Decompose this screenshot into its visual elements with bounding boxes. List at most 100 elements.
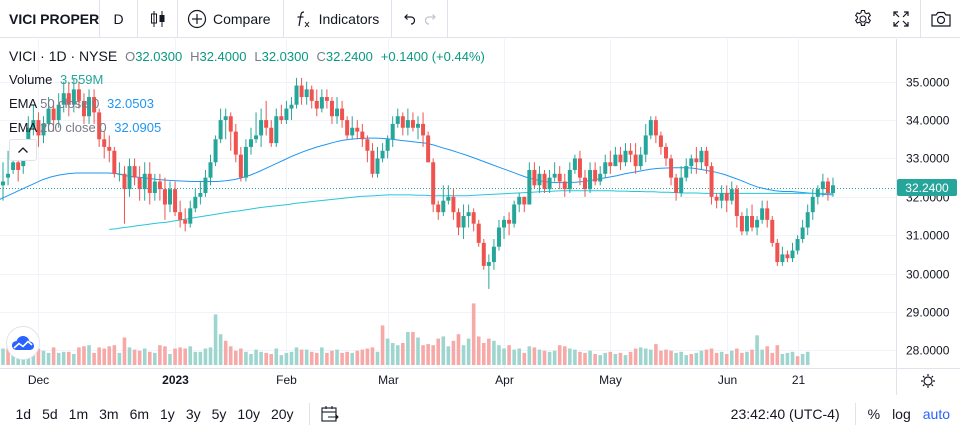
ema50-name: EMA xyxy=(9,96,37,111)
candle-body xyxy=(689,158,694,167)
indicators-button[interactable]: Indicators xyxy=(284,0,393,38)
open-label: O xyxy=(125,49,136,64)
volume-bar xyxy=(456,334,461,365)
interval-button[interactable]: D xyxy=(100,0,138,38)
volume-bar xyxy=(593,354,597,365)
log-scale-toggle[interactable]: log xyxy=(892,406,911,422)
bottom-right-group: 23:42:40 (UTC-4) % log auto xyxy=(716,395,960,433)
candle-body xyxy=(557,173,562,182)
range-5y-button[interactable]: 5y xyxy=(211,406,227,422)
candle-body xyxy=(542,173,547,190)
ema50-legend[interactable]: EMA 50 close 0 32.0503 xyxy=(9,96,154,111)
candle-body xyxy=(588,169,593,190)
range-20y-button[interactable]: 20y xyxy=(270,406,294,422)
candle-body xyxy=(203,177,208,193)
candle-body xyxy=(107,146,112,151)
volume-bar xyxy=(254,349,258,365)
volume-bar xyxy=(527,346,532,365)
range-3y-button[interactable]: 3y xyxy=(185,406,201,422)
range-1d-button[interactable]: 1d xyxy=(15,406,32,422)
snapshot-button[interactable] xyxy=(920,0,960,38)
volume-bar xyxy=(61,351,66,365)
volume-bar xyxy=(724,354,729,365)
chart-type-button[interactable] xyxy=(138,0,178,38)
compare-button[interactable]: Compare xyxy=(178,0,284,38)
volume-bar xyxy=(213,314,218,365)
calendar-range-icon[interactable] xyxy=(320,405,340,423)
volume-bar xyxy=(537,349,542,365)
volume-bar xyxy=(674,352,678,365)
candle-body xyxy=(633,154,638,167)
volume-bar xyxy=(522,352,527,365)
candle-body xyxy=(168,189,173,205)
candle-body xyxy=(532,169,537,186)
candle-body xyxy=(395,116,400,124)
fullscreen-button[interactable] xyxy=(882,0,920,38)
volume-bar xyxy=(623,355,628,365)
volume-bar xyxy=(92,352,96,365)
redo-icon[interactable] xyxy=(423,11,439,27)
volume-bar xyxy=(395,345,400,365)
range-1y-button[interactable]: 1y xyxy=(160,406,175,422)
range-3m-button[interactable]: 3m xyxy=(99,406,119,422)
volume-bar xyxy=(122,337,127,365)
volume-bar xyxy=(694,352,699,365)
candle-body xyxy=(254,135,259,140)
settings-button[interactable] xyxy=(844,0,882,38)
auto-scale-toggle[interactable]: auto xyxy=(922,406,950,422)
volume-bar xyxy=(102,348,107,365)
volume-bar xyxy=(153,352,157,365)
candle-body xyxy=(410,120,415,128)
volume-bar xyxy=(638,347,643,365)
candle-body xyxy=(663,146,668,159)
price-tick-label: 35.0000 xyxy=(906,76,950,90)
function-icon xyxy=(297,10,309,27)
candle-body xyxy=(370,150,375,174)
volume-bar xyxy=(158,345,162,365)
volume-bar xyxy=(208,347,213,365)
legend-collapse-button[interactable] xyxy=(9,139,37,161)
candle-body xyxy=(820,181,825,190)
candle-body xyxy=(825,181,830,193)
tradingview-logo[interactable] xyxy=(6,326,40,360)
undo-icon[interactable] xyxy=(401,11,417,27)
candle-body xyxy=(790,250,795,259)
price-chart[interactable]: 35.000034.000033.000032.000031.000030.00… xyxy=(0,39,960,395)
percent-scale-toggle[interactable]: % xyxy=(867,406,881,422)
clock-time[interactable]: 23:42:40 (UTC-4) xyxy=(730,406,840,422)
divider xyxy=(309,403,311,425)
volume-bar xyxy=(87,345,91,365)
volume-legend[interactable]: Volume 3.559M xyxy=(9,72,103,87)
candle-body xyxy=(345,120,350,136)
candle-body xyxy=(775,242,780,263)
volume-bar xyxy=(66,351,71,365)
candle-body xyxy=(426,135,431,163)
candle-body xyxy=(102,139,107,147)
legend-dot: · xyxy=(40,48,49,64)
time-axis-settings-button[interactable] xyxy=(921,374,935,388)
volume-bar xyxy=(112,345,117,365)
volume-bar xyxy=(137,350,142,365)
candle-body xyxy=(112,150,117,174)
candle-body xyxy=(486,262,491,266)
symbol-search-button[interactable]: VICI PROPERTIES INC xyxy=(0,0,100,38)
volume-bar xyxy=(406,332,410,365)
candle-body xyxy=(92,97,97,113)
price-tick-label: 28.0000 xyxy=(906,344,950,358)
volume-bar xyxy=(314,352,319,365)
range-6m-button[interactable]: 6m xyxy=(129,406,150,422)
range-5d-button[interactable]: 5d xyxy=(42,406,58,422)
volume-bar xyxy=(173,348,177,365)
candle-body xyxy=(451,196,456,213)
range-1m-button[interactable]: 1m xyxy=(68,406,89,422)
candle-body xyxy=(704,150,709,167)
range-10y-button[interactable]: 10y xyxy=(237,406,260,422)
candle-body xyxy=(709,166,714,197)
price-axis: 35.000034.000033.000032.000031.000030.00… xyxy=(906,76,950,358)
volume-bar xyxy=(117,352,122,365)
candle-body xyxy=(375,158,380,174)
ema200-legend[interactable]: EMA 200 close 0 32.0905 xyxy=(9,120,161,135)
volume-bar xyxy=(345,351,349,365)
volume-bar xyxy=(679,351,683,365)
volume-bar xyxy=(1,348,5,365)
